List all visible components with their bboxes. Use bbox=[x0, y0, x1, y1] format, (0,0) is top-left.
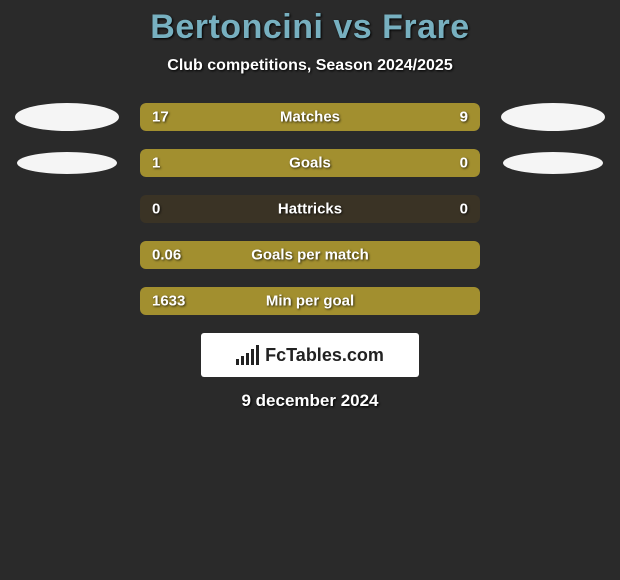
logo-bars-icon bbox=[236, 345, 259, 365]
stat-bar: 0 0 Hattricks bbox=[140, 195, 480, 223]
stat-left-value: 1633 bbox=[152, 293, 185, 310]
stat-left-value: 0 bbox=[152, 201, 160, 218]
vs-label: vs bbox=[333, 8, 372, 46]
subtitle: Club competitions, Season 2024/2025 bbox=[0, 57, 620, 75]
stat-left-value: 0.06 bbox=[152, 247, 181, 264]
stat-right-value: 9 bbox=[460, 109, 468, 126]
stat-bar: 1 0 Goals bbox=[140, 149, 480, 177]
stat-rows: 17 9 Matches 1 0 Goals 0 0 Hattricks 0.06 Goals pe… bbox=[0, 103, 620, 315]
stat-label: Goals per match bbox=[251, 247, 369, 264]
stat-label: Min per goal bbox=[266, 293, 354, 310]
stat-left-value: 1 bbox=[152, 155, 160, 172]
player1-marker bbox=[17, 152, 117, 174]
stat-row: 1 0 Goals bbox=[0, 149, 620, 177]
stat-row: 1633 Min per goal bbox=[0, 287, 620, 315]
stat-right-value: 0 bbox=[460, 155, 468, 172]
player1-marker bbox=[15, 103, 119, 131]
player2-marker bbox=[501, 103, 605, 131]
logo-text: FcTables.com bbox=[265, 345, 384, 366]
comparison-infographic: Bertoncini vs Frare Club competitions, S… bbox=[0, 0, 620, 411]
player2-marker bbox=[503, 152, 603, 174]
stat-row: 0.06 Goals per match bbox=[0, 241, 620, 269]
logo-box: FcTables.com bbox=[201, 333, 419, 377]
player2-name: Frare bbox=[382, 8, 470, 46]
page-title: Bertoncini vs Frare bbox=[0, 8, 620, 47]
stat-bar: 17 9 Matches bbox=[140, 103, 480, 131]
stat-bar: 0.06 Goals per match bbox=[140, 241, 480, 269]
stat-row: 0 0 Hattricks bbox=[0, 195, 620, 223]
stat-right-value: 0 bbox=[460, 201, 468, 218]
stat-row: 17 9 Matches bbox=[0, 103, 620, 131]
stat-label: Goals bbox=[289, 155, 331, 172]
stat-label: Matches bbox=[280, 109, 340, 126]
stat-left-value: 17 bbox=[152, 109, 169, 126]
stat-label: Hattricks bbox=[278, 201, 342, 218]
player1-name: Bertoncini bbox=[150, 8, 323, 46]
stat-bar: 1633 Min per goal bbox=[140, 287, 480, 315]
date-label: 9 december 2024 bbox=[0, 391, 620, 411]
